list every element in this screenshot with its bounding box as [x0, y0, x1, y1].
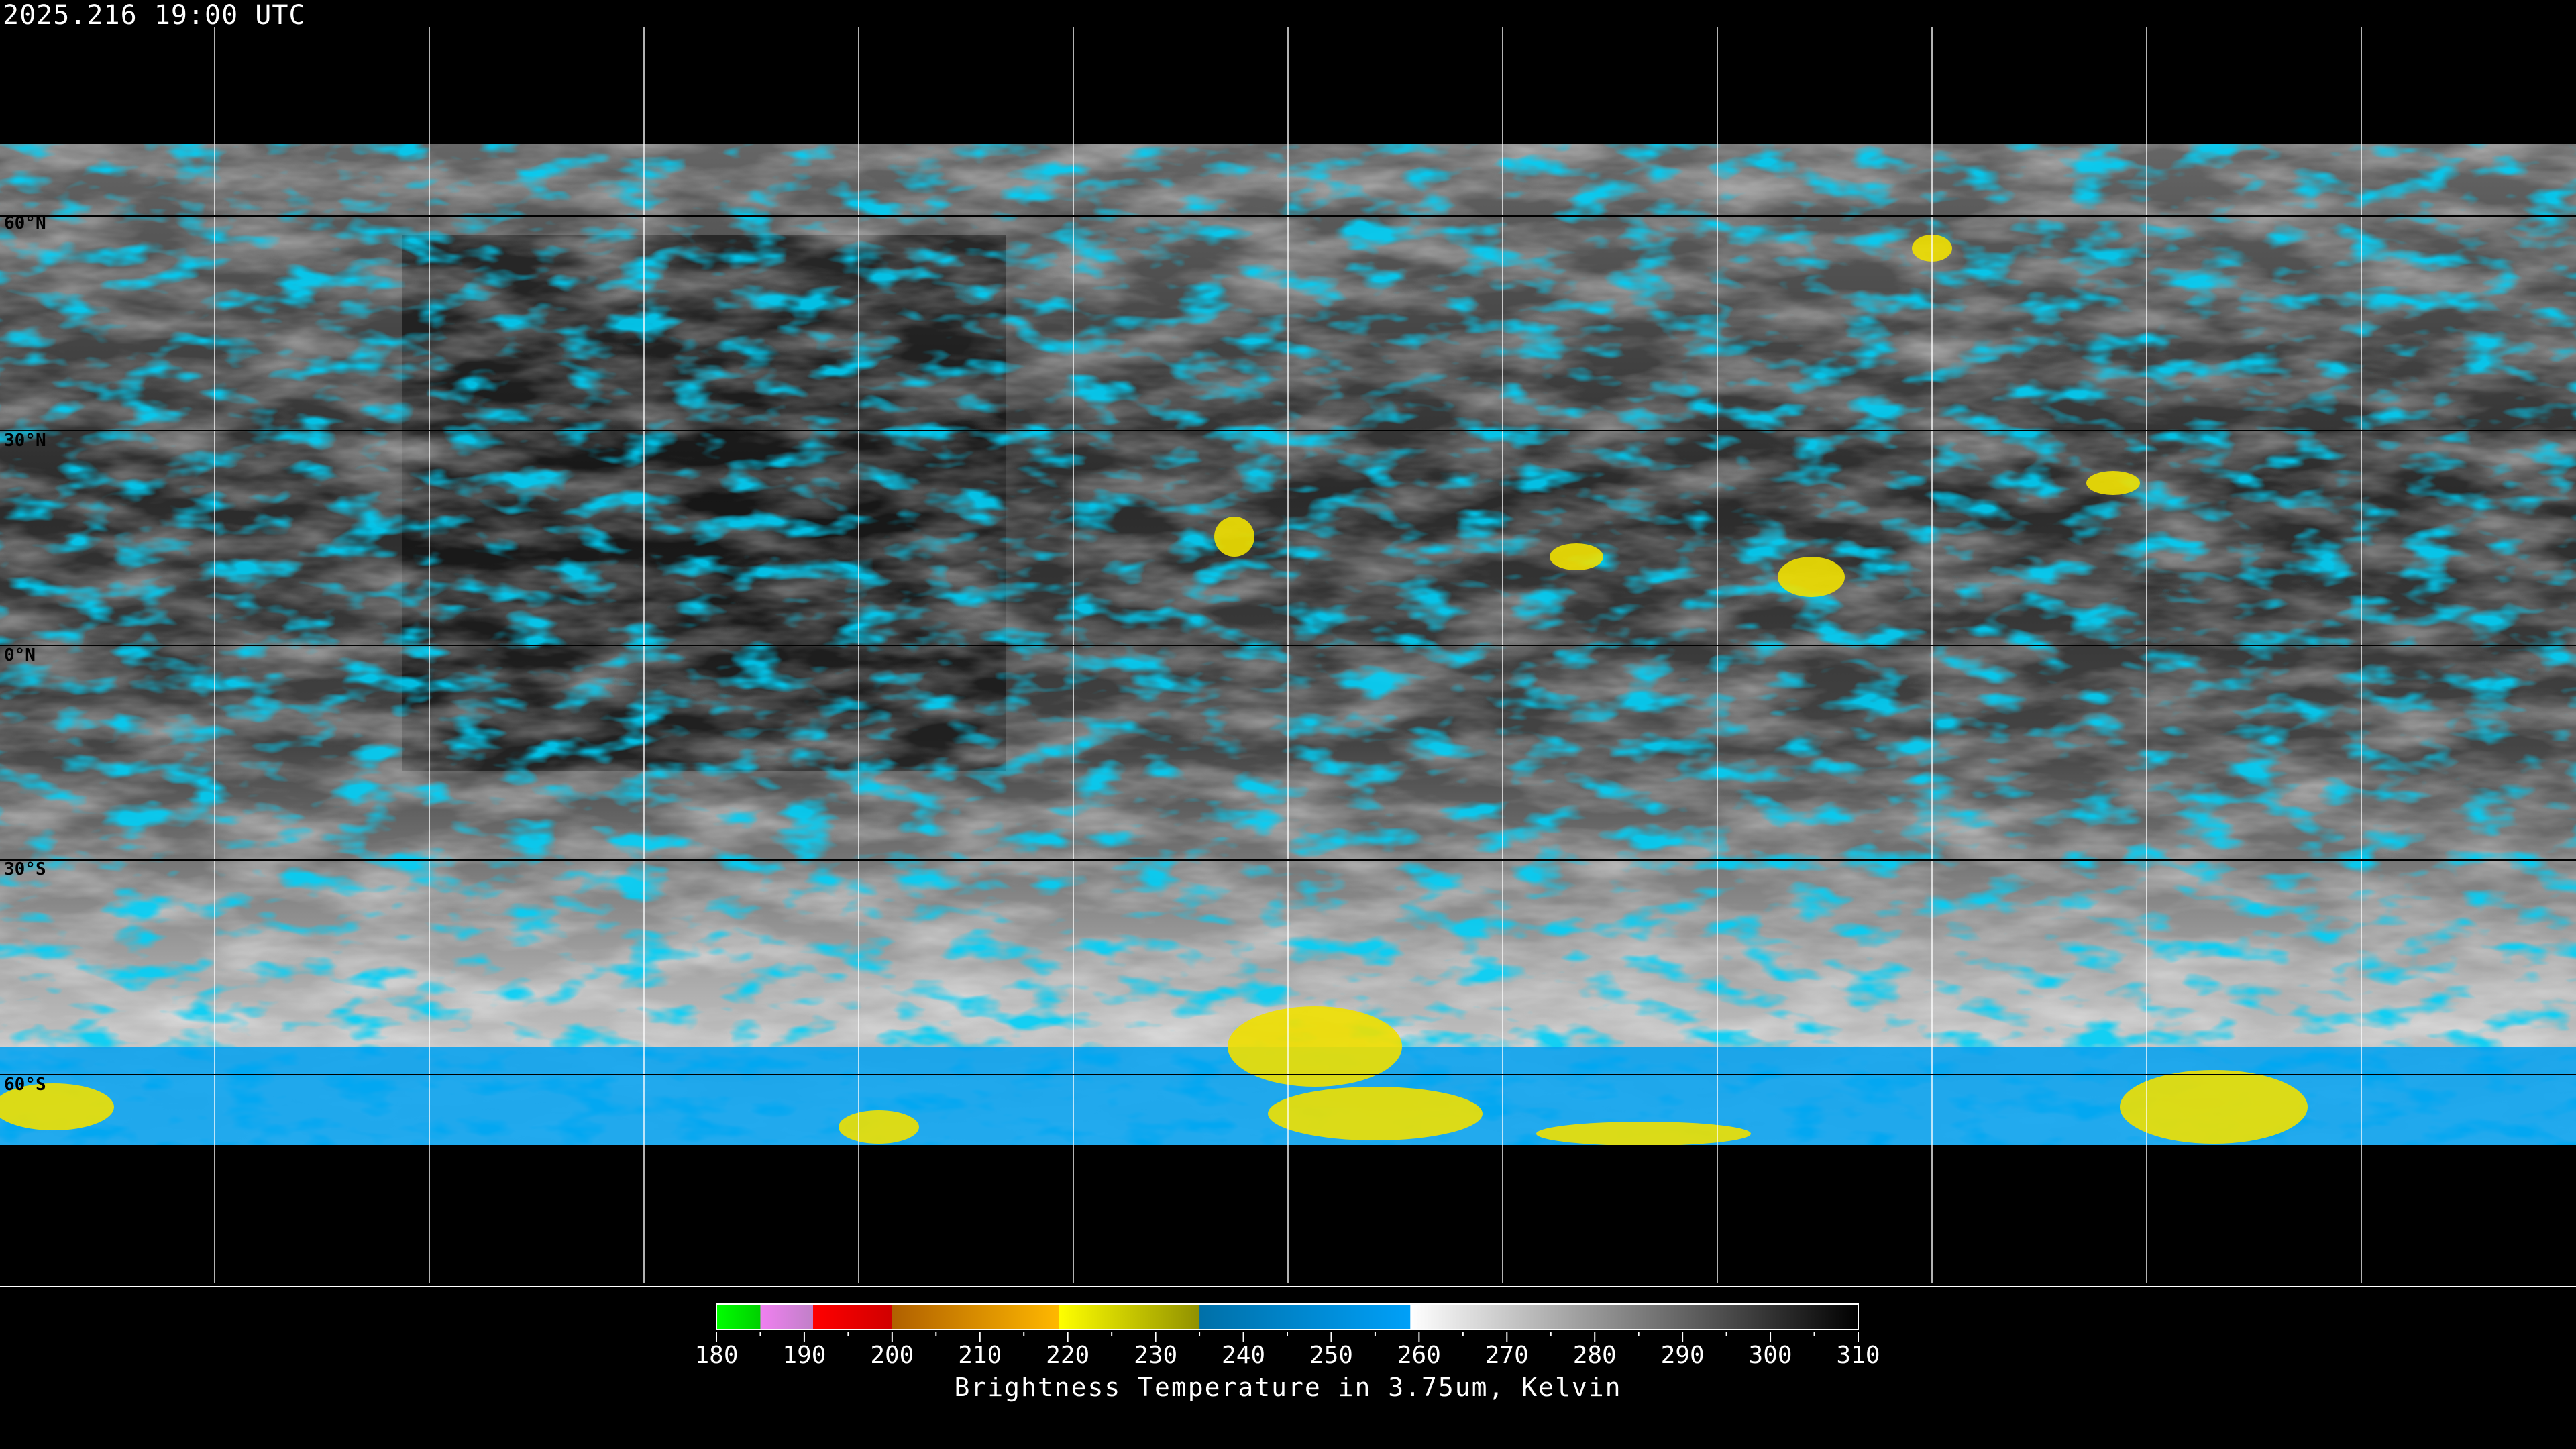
colorbar-tick-label: 270: [1485, 1342, 1529, 1369]
colorbar-tick-label: 290: [1661, 1342, 1705, 1369]
colorbar-tick-label: 210: [958, 1342, 1002, 1369]
colorbar-tick-label: 240: [1222, 1342, 1265, 1369]
timestamp: 2025.216 19:00 UTC: [3, 0, 306, 31]
colorbar-segment: [760, 1304, 814, 1330]
colorbar-frame: [716, 1303, 1859, 1330]
colorbar-segment: [716, 1304, 761, 1330]
colorbar-tick-label: 310: [1836, 1342, 1880, 1369]
colorbar-tick-label: 180: [694, 1342, 738, 1369]
lat-label-30s: 30°S: [4, 859, 46, 879]
colorbar-tick-label: 280: [1573, 1342, 1617, 1369]
colorbar-segment: [1059, 1304, 1200, 1330]
colorbar-segment: [1199, 1304, 1411, 1330]
lat-label-60n: 60°N: [4, 213, 46, 233]
colorbar-title: Brightness Temperature in 3.75um, Kelvin: [954, 1373, 1622, 1402]
colorbar-tick-label: 260: [1397, 1342, 1441, 1369]
cold-cloud-tops: [0, 235, 2308, 1145]
colorbar-segment: [892, 1304, 1060, 1330]
lat-label-30n: 30°N: [4, 431, 46, 451]
colorbar-tick-label: 220: [1046, 1342, 1089, 1369]
colorbar-tick-label: 250: [1309, 1342, 1353, 1369]
lat-label-0: 0°N: [4, 645, 36, 665]
colorbar-tick-label: 200: [870, 1342, 914, 1369]
colorbar-segment: [1410, 1304, 1859, 1330]
colorbar: 180 190 200 210 220 230 240 250 260 270 280 290 300 3…: [694, 1303, 1880, 1369]
colorbar-tick-label: 190: [782, 1342, 826, 1369]
lat-label-60s: 60°S: [4, 1075, 46, 1095]
graticule: [0, 27, 2576, 1287]
colorbar-tick-label: 300: [1749, 1342, 1792, 1369]
colorbar-segment: [813, 1304, 893, 1330]
colorbar-tick-label: 230: [1134, 1342, 1177, 1369]
